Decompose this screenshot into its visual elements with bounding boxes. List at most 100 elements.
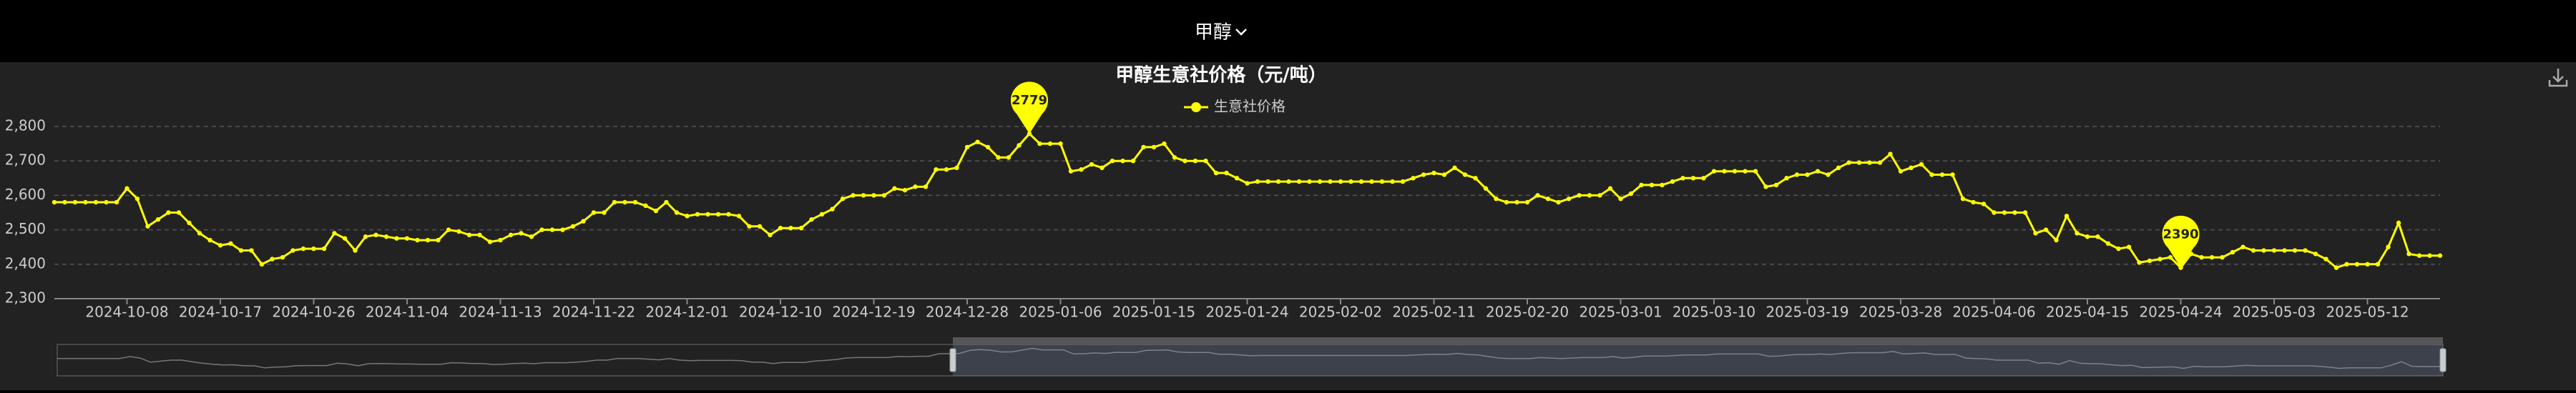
point bbox=[1805, 172, 1810, 177]
point bbox=[280, 254, 285, 260]
x-tick-label: 2025-02-20 bbox=[1486, 304, 1569, 321]
point bbox=[1172, 155, 1177, 160]
zoom-window[interactable] bbox=[953, 344, 2443, 376]
point bbox=[2085, 234, 2090, 239]
point bbox=[2271, 248, 2277, 253]
point bbox=[2365, 262, 2370, 267]
point bbox=[2002, 210, 2007, 215]
chart-title: 甲醇生意社价格（元/吨） bbox=[1115, 64, 1327, 86]
point bbox=[363, 234, 368, 239]
point bbox=[1182, 159, 1187, 164]
point bbox=[249, 248, 254, 253]
point bbox=[2261, 248, 2266, 253]
point bbox=[456, 229, 461, 234]
zoom-bar[interactable] bbox=[953, 337, 2443, 344]
point bbox=[954, 165, 959, 171]
point bbox=[1607, 186, 1613, 191]
point bbox=[674, 210, 680, 215]
point bbox=[996, 155, 1001, 160]
point bbox=[1867, 160, 1872, 165]
point bbox=[1888, 151, 1893, 156]
x-tick-label: 2025-03-19 bbox=[1766, 304, 1848, 321]
point bbox=[1421, 172, 1426, 177]
point bbox=[1494, 196, 1499, 202]
mark-pin bbox=[1011, 81, 1048, 134]
point bbox=[1006, 155, 1012, 160]
x-tick-label: 2024-12-28 bbox=[926, 304, 1009, 321]
download-button[interactable] bbox=[2548, 69, 2568, 87]
point bbox=[871, 193, 876, 198]
point bbox=[539, 227, 544, 232]
point bbox=[1452, 165, 1457, 171]
zoom-handle[interactable] bbox=[2439, 348, 2447, 372]
point bbox=[881, 193, 887, 198]
x-tick-label: 2025-04-15 bbox=[2046, 304, 2129, 321]
point bbox=[1473, 176, 1478, 181]
point bbox=[466, 232, 472, 238]
point bbox=[2168, 254, 2173, 260]
download-icon[interactable] bbox=[2548, 69, 2568, 87]
point bbox=[819, 212, 825, 217]
point bbox=[487, 239, 493, 244]
point bbox=[1296, 179, 1302, 184]
point bbox=[83, 199, 88, 205]
point bbox=[2054, 237, 2059, 243]
point bbox=[581, 219, 586, 224]
point bbox=[1441, 172, 1447, 177]
point bbox=[1919, 161, 1924, 167]
point bbox=[944, 167, 949, 172]
point bbox=[840, 196, 846, 202]
point bbox=[1971, 199, 1976, 205]
selector[interactable]: 甲醇 bbox=[1195, 22, 1247, 44]
y-tick-label: 2,500 bbox=[5, 220, 46, 237]
point bbox=[436, 237, 441, 243]
point bbox=[2012, 210, 2017, 215]
point bbox=[1856, 160, 1862, 165]
point bbox=[217, 243, 223, 248]
point bbox=[52, 199, 57, 205]
point bbox=[934, 167, 939, 172]
point bbox=[1794, 172, 1800, 177]
point bbox=[2282, 248, 2287, 253]
x-tick-label: 2025-04-06 bbox=[1952, 304, 2035, 321]
point bbox=[1628, 191, 1634, 196]
zoom-handle[interactable] bbox=[949, 348, 956, 372]
point bbox=[591, 210, 597, 215]
point bbox=[1369, 179, 1374, 184]
point bbox=[145, 224, 150, 229]
point bbox=[1846, 160, 1851, 165]
point bbox=[2354, 262, 2360, 267]
point bbox=[1017, 143, 1022, 148]
point bbox=[2075, 231, 2080, 236]
point bbox=[1992, 210, 1997, 215]
point bbox=[1162, 141, 1167, 146]
point bbox=[373, 232, 378, 238]
chart-panel bbox=[0, 62, 2576, 390]
point bbox=[1784, 176, 1789, 181]
point bbox=[747, 224, 752, 229]
point bbox=[851, 193, 856, 198]
point bbox=[2323, 257, 2328, 262]
x-tick-label: 2024-11-22 bbox=[552, 304, 635, 321]
x-tick-label: 2025-02-11 bbox=[1392, 304, 1475, 321]
point bbox=[1400, 179, 1406, 184]
point bbox=[1535, 193, 1540, 198]
point bbox=[2095, 234, 2100, 239]
point bbox=[415, 237, 420, 243]
point bbox=[861, 193, 866, 198]
y-tick-label: 2,400 bbox=[5, 254, 46, 272]
point bbox=[2199, 254, 2204, 260]
point bbox=[1110, 159, 1115, 164]
selector-label[interactable]: 甲醇 bbox=[1195, 22, 1232, 44]
chevron[interactable] bbox=[1235, 29, 1247, 36]
y-tick-label: 2,700 bbox=[5, 151, 46, 169]
point bbox=[1836, 165, 1841, 171]
point bbox=[1753, 169, 1758, 174]
point bbox=[705, 212, 710, 217]
point bbox=[300, 246, 306, 252]
point bbox=[1213, 170, 1219, 176]
point bbox=[964, 144, 970, 150]
point bbox=[622, 199, 627, 205]
point bbox=[1981, 202, 1987, 207]
point bbox=[529, 234, 534, 239]
